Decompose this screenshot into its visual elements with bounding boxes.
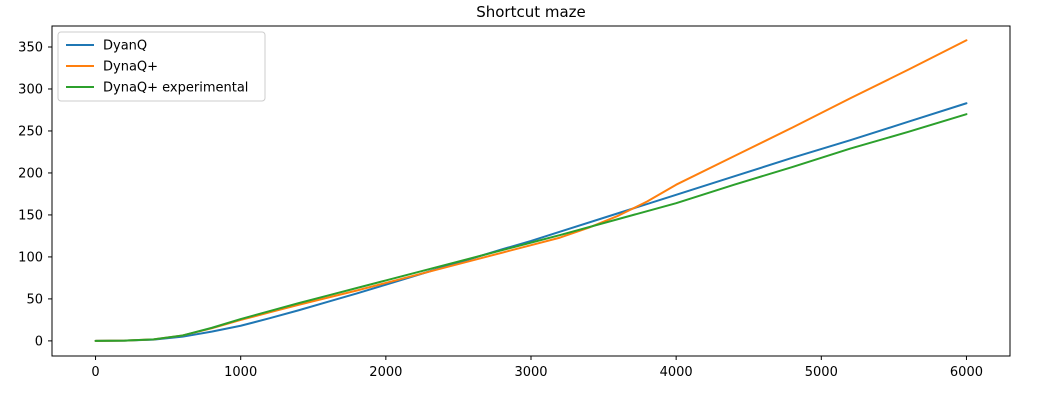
series-line-3	[94, 113, 968, 342]
y-tick-label: 350	[18, 40, 43, 55]
y-tick-label: 100	[18, 250, 43, 265]
x-tick-label: 4000	[660, 365, 693, 380]
legend-label-2: DynaQ+	[103, 60, 158, 75]
legend: DyanQ DynaQ+ DynaQ+ experimental	[57, 31, 266, 102]
legend-label-1: DyanQ	[103, 39, 147, 54]
x-tick-label: 5000	[805, 365, 838, 380]
x-tick-label: 1000	[224, 365, 257, 380]
x-tick-label: 3000	[514, 365, 547, 380]
x-axis: 0 1000 2000 3000 4000 5000 6000	[91, 356, 983, 380]
y-tick-label: 0	[35, 334, 43, 349]
x-tick-label: 0	[91, 365, 99, 380]
y-tick-label: 50	[26, 292, 43, 307]
y-tick-label: 150	[18, 208, 43, 223]
y-tick-label: 250	[18, 124, 43, 139]
chart-title: Shortcut maze	[476, 3, 586, 21]
y-tick-label: 300	[18, 82, 43, 97]
legend-label-3: DynaQ+ experimental	[103, 81, 248, 96]
legend-box	[57, 31, 266, 102]
y-axis: 0 50 100 150 200 250 300 350	[18, 40, 52, 349]
x-tick-label: 2000	[369, 365, 402, 380]
plot-lines	[94, 39, 968, 342]
x-tick-label: 6000	[950, 365, 983, 380]
y-tick-label: 200	[18, 166, 43, 181]
